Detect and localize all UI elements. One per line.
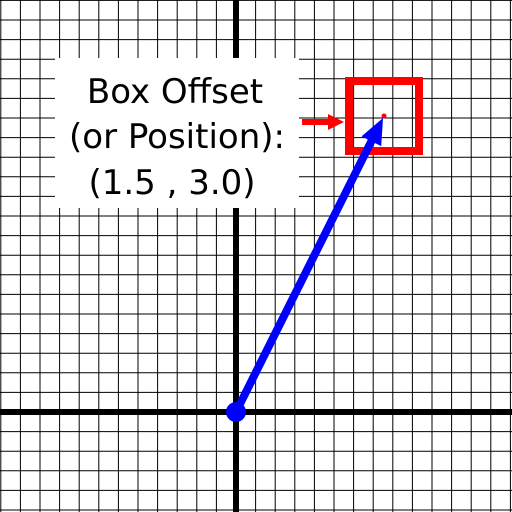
label-line-2: (or Position): [69,117,285,157]
label-line-1: Box Offset [87,72,263,112]
vector-shaft [232,137,376,416]
label-line-3: (1.5 , 3.0) [88,163,255,203]
label-pointer-arrow [302,114,344,130]
vector-arrowhead [361,118,383,147]
offset-vector [226,118,383,422]
position-box [345,77,423,155]
pointer-arrow-head [328,114,344,130]
position-label: Box Offset (or Position): (1.5 , 3.0) [55,58,299,208]
label-background [55,58,299,208]
vector-origin-dot [226,402,246,422]
position-point [381,113,387,119]
